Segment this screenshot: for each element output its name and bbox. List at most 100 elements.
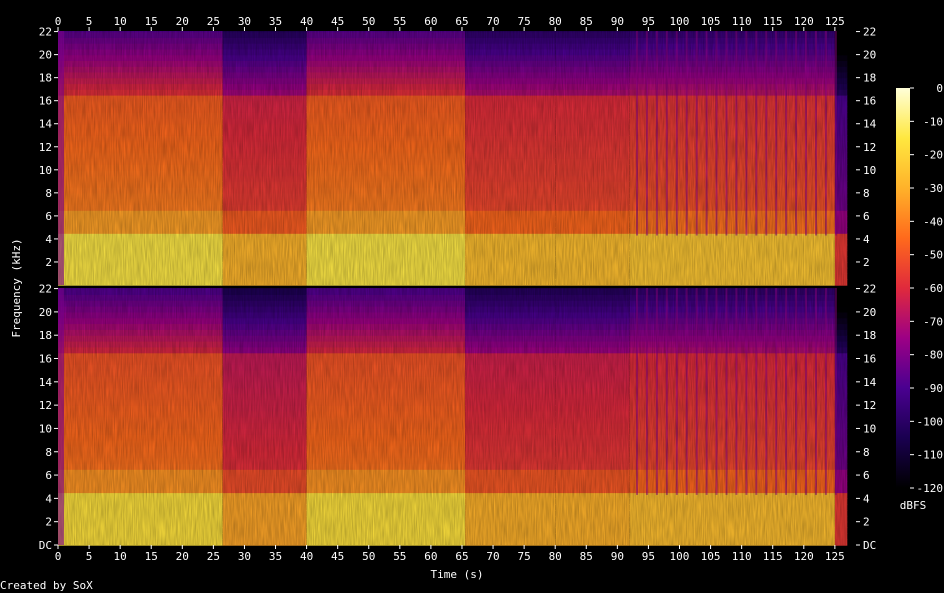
x-tick-label: 50 <box>362 15 375 28</box>
x-tick-label: 55 <box>393 15 406 28</box>
y-tick-label: 10 <box>863 164 876 177</box>
x-tick-label: 100 <box>670 15 690 28</box>
colorbar-gradient <box>896 88 910 488</box>
x-tick-label: 90 <box>611 550 624 563</box>
y-tick-label: 12 <box>39 399 52 412</box>
y-tick-label: 18 <box>39 72 52 85</box>
y-tick-label: 16 <box>863 95 876 108</box>
x-tick-label: 15 <box>145 550 158 563</box>
y-tick-label: 22 <box>863 26 876 39</box>
y-tick-label: 6 <box>863 469 870 482</box>
x-axis-top: 0 5 10 15 20 25 30 35 40 45 50 55 60 65 70 75 80 85 90 95 10… <box>55 15 845 31</box>
y-axis-left: 2 4 6 8 10 12 14 16 18 20 22 DC 2 4 6 8 10 12 14 16 18 20 22 <box>39 26 58 552</box>
y-tick-label: 14 <box>39 376 53 389</box>
x-tick-label: 40 <box>300 15 313 28</box>
x-tick-label: 25 <box>207 15 220 28</box>
y-tick-label: 20 <box>863 49 876 62</box>
spectrogram-channel-1 <box>58 31 856 286</box>
y-tick-label: 2 <box>863 516 870 529</box>
x-tick-label: 30 <box>238 550 251 563</box>
x-tick-label: 110 <box>732 550 752 563</box>
y-tick-label: 20 <box>39 49 52 62</box>
colorbar-tick-label: -10 <box>923 115 943 128</box>
x-tick-label: 105 <box>701 15 721 28</box>
spectrogram-channel-2 <box>58 288 856 546</box>
y-axis-label: Frequency (kHz) <box>10 238 23 337</box>
colorbar-tick-label: -70 <box>923 315 943 328</box>
x-tick-label: 25 <box>207 550 220 563</box>
y-tick-label: 16 <box>39 353 52 366</box>
x-tick-label: 75 <box>517 15 530 28</box>
y-tick-label: 2 <box>863 256 870 269</box>
y-tick-label: 10 <box>39 422 52 435</box>
x-tick-label: 100 <box>670 550 690 563</box>
x-tick-label: 5 <box>86 15 93 28</box>
x-tick-label: 0 <box>55 550 62 563</box>
y-tick-label: 16 <box>39 95 52 108</box>
x-tick-label: 15 <box>145 15 158 28</box>
noise-texture <box>58 31 856 285</box>
y-tick-label: 4 <box>45 492 52 505</box>
colorbar-tick-label: -30 <box>923 182 943 195</box>
x-tick-label: 50 <box>362 550 375 563</box>
x-tick-label: 35 <box>269 550 282 563</box>
x-tick-label: 110 <box>732 15 752 28</box>
colorbar-tick-label: -20 <box>923 149 943 162</box>
x-axis-bottom: 0 5 10 15 20 25 30 35 40 45 50 55 60 65 70 75 80 85 90 95 10… <box>55 545 845 563</box>
y-tick-label: 22 <box>39 283 52 296</box>
y-tick-label: 2 <box>45 256 52 269</box>
y-tick-label: DC <box>863 539 876 552</box>
y-tick-label: 14 <box>863 376 877 389</box>
y-tick-label: 18 <box>863 72 876 85</box>
credit-text: Created by SoX <box>0 579 93 592</box>
x-tick-label: 115 <box>763 550 783 563</box>
x-tick-label: 80 <box>549 550 562 563</box>
y-tick-label: 12 <box>39 141 52 154</box>
y-tick-label: 4 <box>863 492 870 505</box>
y-tick-label: 12 <box>863 141 876 154</box>
x-tick-label: 95 <box>642 15 655 28</box>
x-tick-label: 10 <box>114 550 127 563</box>
x-tick-label: 70 <box>486 15 499 28</box>
x-axis-label: Time (s) <box>431 568 484 581</box>
y-tick-label: 10 <box>39 164 52 177</box>
y-tick-label: 12 <box>863 399 876 412</box>
x-tick-label: 45 <box>331 550 344 563</box>
x-tick-label: 30 <box>238 15 251 28</box>
x-tick-label: 20 <box>176 550 189 563</box>
y-tick-label: DC <box>39 539 52 552</box>
x-tick-label: 120 <box>794 15 814 28</box>
y-tick-label: 22 <box>39 26 52 39</box>
x-tick-label: 120 <box>794 550 814 563</box>
y-tick-label: 16 <box>863 353 876 366</box>
colorbar-tick-label: -120 <box>917 482 944 495</box>
x-tick-label: 75 <box>517 550 530 563</box>
y-tick-label: 6 <box>45 469 52 482</box>
spectrogram-panels <box>58 31 856 546</box>
y-tick-label: 20 <box>863 306 876 319</box>
colorbar-label: dBFS <box>900 499 927 512</box>
y-tick-label: 20 <box>39 306 52 319</box>
x-tick-label: 20 <box>176 15 189 28</box>
colorbar-tick-label: -110 <box>917 449 944 462</box>
y-tick-label: 4 <box>863 233 870 246</box>
colorbar-tick-label: -50 <box>923 249 943 262</box>
x-tick-label: 35 <box>269 15 282 28</box>
colorbar-tick-label: -80 <box>923 349 943 362</box>
x-tick-label: 85 <box>580 15 593 28</box>
x-tick-label: 125 <box>825 15 845 28</box>
y-tick-label: 8 <box>863 187 870 200</box>
x-tick-label: 115 <box>763 15 783 28</box>
colorbar-ticks: 0 -10 -20 -30 -40 -50 -60 -70 -80 -90 -100 -110 -120 <box>910 82 943 495</box>
start-edge <box>58 288 64 545</box>
colorbar-tick-label: -90 <box>923 382 943 395</box>
y-tick-label: 10 <box>863 422 876 435</box>
y-tick-label: 8 <box>45 446 52 459</box>
y-tick-label: 18 <box>39 329 52 342</box>
x-tick-label: 45 <box>331 15 344 28</box>
y-tick-label: 14 <box>863 118 877 131</box>
x-tick-label: 40 <box>300 550 313 563</box>
x-tick-label: 80 <box>549 15 562 28</box>
y-tick-label: 8 <box>45 187 52 200</box>
